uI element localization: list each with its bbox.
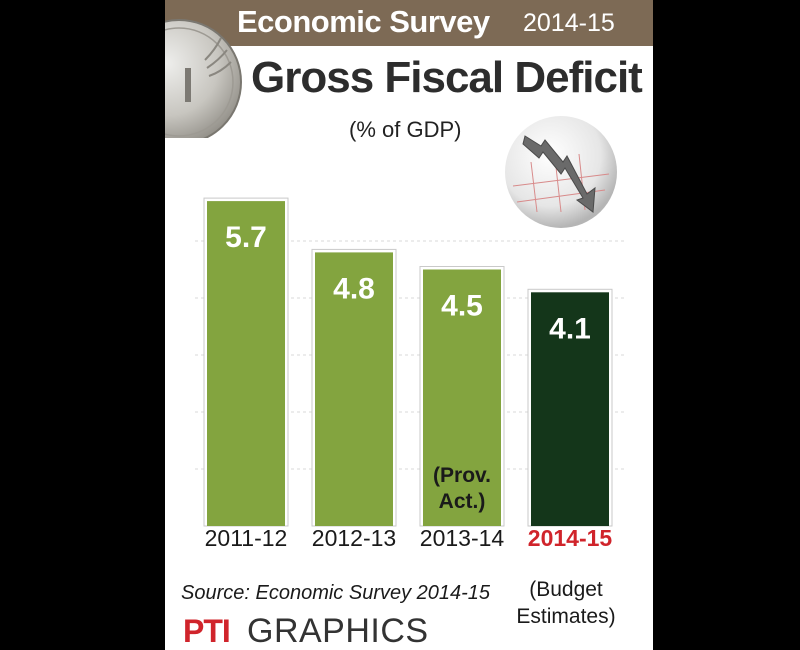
bar-value-label-2012-13: 4.8 <box>333 272 375 305</box>
category-labels: 2011-12 2012-13 2013-14 2014-15 <box>205 525 613 550</box>
graphics-label: GRAPHICS <box>247 612 429 650</box>
source-note: Source: Economic Survey 2014-15 <box>181 582 491 604</box>
category-label-2012-13: 2012-13 <box>312 525 396 550</box>
bar-2014-15 <box>531 292 609 526</box>
pti-logo: PTI <box>183 613 231 646</box>
budget-estimates-note: (Budget Estimates) <box>513 576 619 630</box>
header-band <box>165 0 653 46</box>
falling-trend-icon <box>505 116 617 228</box>
bar-2011-12 <box>207 201 285 526</box>
bar-value-label-2014-15: 4.1 <box>549 312 591 345</box>
bar-chart: 5.74.84.5(Prov.Act.)4.1 2011-12 2012-13 20… <box>195 197 625 550</box>
bar-2012-13 <box>315 252 393 526</box>
bar-note-2013-14-0: (Prov. <box>433 464 491 487</box>
category-label-2013-14: 2013-14 <box>420 525 505 550</box>
budget-note-line-2: Estimates) <box>516 605 616 628</box>
chart-title: Gross Fiscal Deficit <box>251 53 643 102</box>
budget-note-line-1: (Budget <box>529 578 603 601</box>
bar-value-label-2013-14: 4.5 <box>441 290 483 323</box>
chart-subtitle: (% of GDP) <box>349 117 462 142</box>
category-label-2011-12: 2011-12 <box>205 525 288 550</box>
bars: 5.7 4.8 4.5 (Prov. Act.) 4.1 <box>203 197 613 527</box>
pti-logo-text: PTI <box>183 613 230 646</box>
bar-note-2013-14-1: Act.) <box>439 490 486 513</box>
bar-value-label-2011-12: 5.7 <box>225 221 267 254</box>
bar-2013-14 <box>423 269 501 526</box>
infographic-panel: Economic Survey 2014-15 Gross Fiscal Def… <box>165 0 653 650</box>
rupee-coin-icon <box>165 19 242 138</box>
survey-year: 2014-15 <box>523 9 615 37</box>
category-label-2014-15: 2014-15 <box>528 525 613 550</box>
survey-title: Economic Survey <box>237 4 490 39</box>
